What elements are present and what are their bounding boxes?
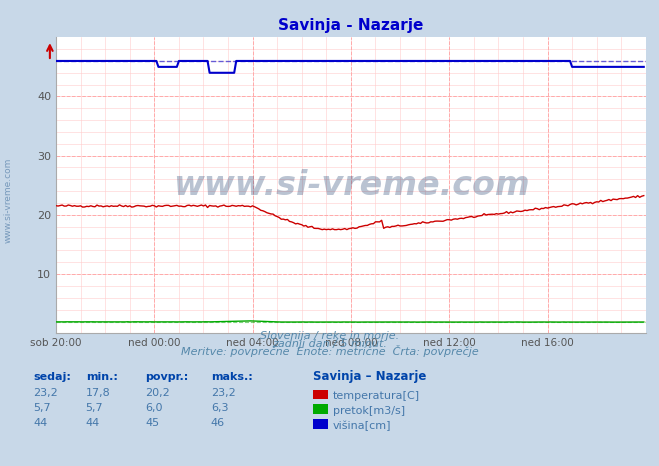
Text: 45: 45 <box>145 418 159 428</box>
Text: temperatura[C]: temperatura[C] <box>333 391 420 401</box>
Text: 23,2: 23,2 <box>211 388 236 398</box>
Text: 17,8: 17,8 <box>86 388 111 398</box>
Text: 6,3: 6,3 <box>211 403 229 413</box>
Text: 44: 44 <box>33 418 47 428</box>
Text: 5,7: 5,7 <box>86 403 103 413</box>
Text: 6,0: 6,0 <box>145 403 163 413</box>
Title: Savinja - Nazarje: Savinja - Nazarje <box>278 18 424 34</box>
Text: višina[cm]: višina[cm] <box>333 421 391 431</box>
Text: www.si-vreme.com: www.si-vreme.com <box>3 158 13 243</box>
Text: zadnji dan / 5 minut.: zadnji dan / 5 minut. <box>272 339 387 349</box>
Text: 20,2: 20,2 <box>145 388 170 398</box>
Text: Meritve: povprečne  Enote: metrične  Črta: povprečje: Meritve: povprečne Enote: metrične Črta:… <box>181 345 478 357</box>
Text: 23,2: 23,2 <box>33 388 58 398</box>
Text: povpr.:: povpr.: <box>145 372 188 382</box>
Text: sedaj:: sedaj: <box>33 372 71 382</box>
Text: Slovenija / reke in morje.: Slovenija / reke in morje. <box>260 331 399 341</box>
Text: min.:: min.: <box>86 372 117 382</box>
Text: 46: 46 <box>211 418 225 428</box>
Text: pretok[m3/s]: pretok[m3/s] <box>333 406 405 416</box>
Text: 44: 44 <box>86 418 100 428</box>
Text: www.si-vreme.com: www.si-vreme.com <box>173 169 529 202</box>
Text: maks.:: maks.: <box>211 372 252 382</box>
Text: Savinja – Nazarje: Savinja – Nazarje <box>313 370 426 383</box>
Text: 5,7: 5,7 <box>33 403 51 413</box>
